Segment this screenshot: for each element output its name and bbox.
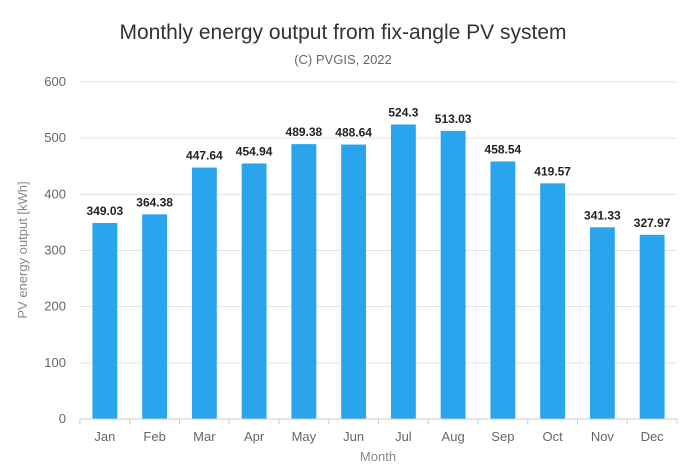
x-tick-label-may: May bbox=[292, 429, 317, 444]
x-tick-label-jun: Jun bbox=[343, 429, 364, 444]
chart-subtitle: (C) PVGIS, 2022 bbox=[294, 52, 392, 67]
y-tick-label: 0 bbox=[59, 411, 66, 426]
bars bbox=[92, 124, 665, 420]
x-tick-label-oct: Oct bbox=[543, 429, 564, 444]
bar-apr bbox=[241, 163, 267, 419]
x-axis-ticks: Jan Feb Mar Apr May Jun Jul Aug Sep Oct Nov Dec bbox=[79, 419, 678, 444]
x-tick-label-mar: Mar bbox=[193, 429, 216, 444]
x-tick-label-sep: Sep bbox=[491, 429, 514, 444]
bar-nov bbox=[589, 227, 615, 419]
bar-feb bbox=[142, 214, 168, 419]
data-label-jan: 349.03 bbox=[87, 204, 124, 218]
data-label-oct: 419.57 bbox=[534, 164, 571, 178]
x-tick-label-dec: Dec bbox=[641, 429, 665, 444]
data-label-nov: 341.33 bbox=[584, 208, 621, 222]
bar-jul bbox=[390, 124, 416, 420]
x-tick-label-aug: Aug bbox=[442, 429, 465, 444]
y-axis-ticks: 0 100 200 300 400 500 600 bbox=[44, 74, 66, 426]
x-tick-label-nov: Nov bbox=[591, 429, 615, 444]
data-label-jun: 488.64 bbox=[335, 126, 372, 140]
x-tick-label-apr: Apr bbox=[244, 429, 265, 444]
data-label-jul: 524.3 bbox=[388, 106, 418, 120]
grid-lines bbox=[80, 81, 677, 364]
y-tick-label: 200 bbox=[44, 299, 66, 314]
x-axis-label: Month bbox=[360, 449, 396, 464]
bar-aug bbox=[440, 130, 466, 419]
data-label-dec: 327.97 bbox=[634, 216, 671, 230]
data-label-may: 489.38 bbox=[286, 125, 323, 139]
data-label-sep: 458.54 bbox=[485, 142, 522, 156]
x-tick-label-feb: Feb bbox=[143, 429, 165, 444]
x-tick-label-jan: Jan bbox=[94, 429, 115, 444]
data-label-feb: 364.38 bbox=[136, 195, 173, 209]
data-label-mar: 447.64 bbox=[186, 149, 223, 163]
chart-title: Monthly energy output from fix-angle PV … bbox=[119, 21, 566, 44]
data-label-aug: 513.03 bbox=[435, 112, 472, 126]
y-tick-label: 500 bbox=[44, 130, 66, 145]
x-tick-label-jul: Jul bbox=[395, 429, 412, 444]
data-labels: 349.03 364.38 447.64 454.94 489.38 488.64 524.… bbox=[87, 106, 671, 230]
y-axis-label: PV energy output [kWh] bbox=[15, 181, 30, 318]
y-tick-label: 600 bbox=[44, 74, 66, 89]
y-tick-label: 300 bbox=[44, 243, 66, 258]
bar-jan bbox=[92, 222, 118, 419]
bar-dec bbox=[639, 234, 665, 419]
bar-jun bbox=[341, 144, 367, 420]
bar-may bbox=[291, 144, 317, 419]
data-label-apr: 454.94 bbox=[236, 144, 273, 158]
y-tick-label: 100 bbox=[44, 355, 66, 370]
bar-oct bbox=[540, 183, 566, 419]
bar-sep bbox=[490, 161, 516, 419]
bar-mar bbox=[191, 167, 217, 419]
y-tick-label: 400 bbox=[44, 186, 66, 201]
